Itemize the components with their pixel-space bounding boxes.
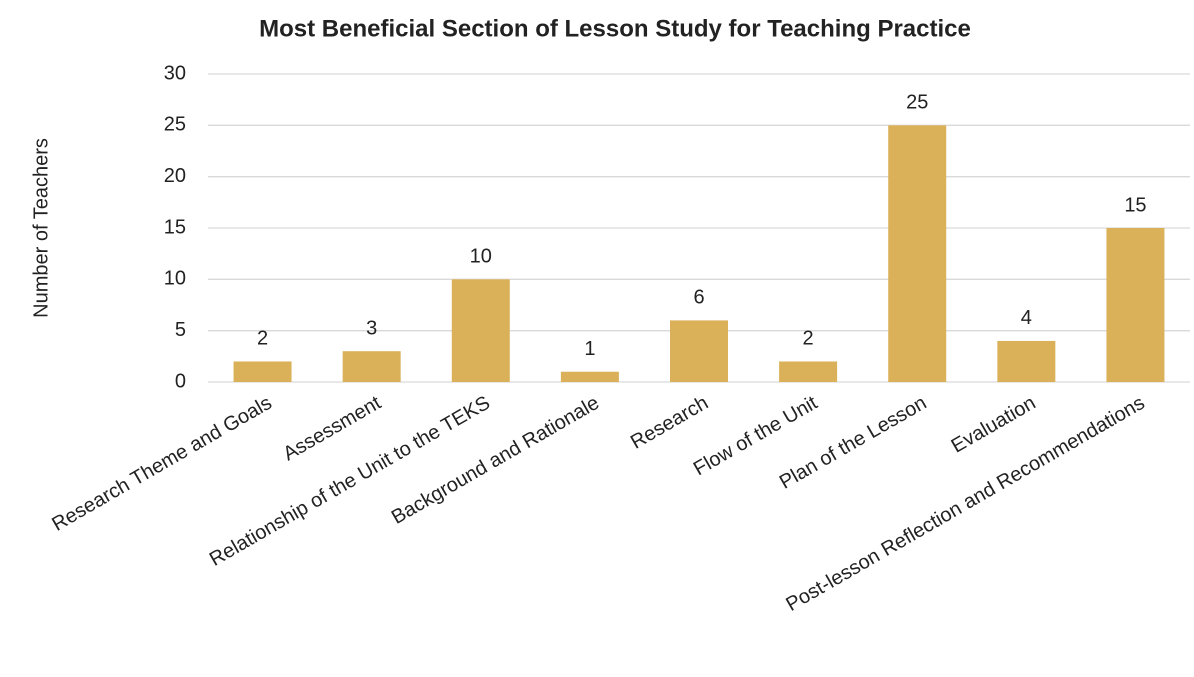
- data-label: 4: [1021, 307, 1032, 329]
- y-tick-label: 20: [164, 165, 186, 187]
- bar: [779, 361, 838, 382]
- y-tick-label: 25: [164, 114, 186, 136]
- data-label: 1: [584, 338, 595, 360]
- y-tick-label: 15: [164, 216, 186, 238]
- x-tick-label: Research Theme and Goals: [48, 392, 275, 536]
- x-tick-label: Evaluation: [948, 392, 1040, 458]
- data-label: 2: [257, 328, 268, 350]
- y-tick-label: 0: [175, 370, 186, 392]
- bar: [451, 279, 510, 382]
- x-tick-label: Assessment: [279, 392, 385, 466]
- x-tick-label: Research: [627, 392, 712, 454]
- data-label: 25: [906, 92, 928, 114]
- bar: [233, 361, 292, 382]
- y-tick-label: 10: [164, 268, 186, 290]
- data-label: 10: [470, 246, 492, 268]
- bar: [560, 371, 619, 382]
- bar: [1106, 228, 1165, 382]
- data-label: 3: [366, 317, 377, 339]
- data-label: 6: [693, 287, 704, 309]
- bar: [342, 351, 401, 382]
- x-tick-label: Background and Rationale: [388, 392, 603, 529]
- x-tick-label: Post-lesson Reflection and Recommendatio…: [782, 392, 1148, 616]
- y-tick-label: 30: [164, 62, 186, 84]
- bar: [670, 320, 728, 382]
- y-axis-label: Number of Teachers: [30, 138, 52, 318]
- data-label: 2: [803, 328, 814, 350]
- bar: [997, 340, 1056, 382]
- data-label: 15: [1124, 194, 1146, 216]
- bar: [888, 125, 947, 382]
- chart-title: Most Beneficial Section of Lesson Study …: [259, 15, 971, 42]
- y-tick-label: 5: [175, 319, 186, 341]
